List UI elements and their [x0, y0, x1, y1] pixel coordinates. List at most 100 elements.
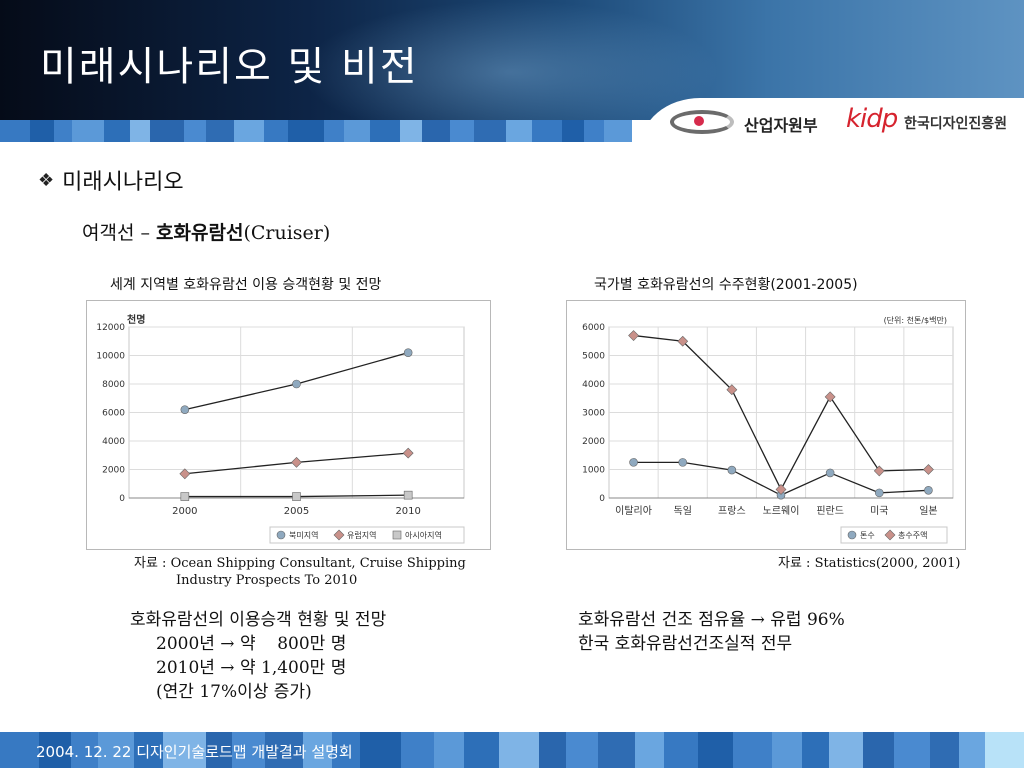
stripe-segment: [104, 120, 130, 142]
data-point: [678, 458, 688, 467]
legend-marker: [276, 530, 286, 540]
stripe-segment: [959, 732, 985, 768]
x-tick-label: 미국: [870, 505, 888, 517]
stripe-segment: [288, 120, 324, 142]
stripe-segment: [344, 120, 370, 142]
legend-label: 북미지역: [289, 530, 318, 540]
ministry-logo-text: 산업자원부: [744, 116, 818, 135]
stripe-segment: [150, 120, 184, 142]
stripe-segment: [894, 732, 930, 768]
data-point: [402, 447, 414, 459]
legend-label: 총수주액: [898, 530, 927, 540]
data-point: [180, 405, 190, 414]
subhead: 여객선 – 호화유람선(Cruiser): [82, 218, 330, 245]
y-tick-label: 10000: [96, 352, 125, 362]
stripe-segment: [0, 732, 40, 768]
stripe-segment: [772, 732, 802, 768]
legend-marker: [392, 530, 402, 540]
stripe-segment: [463, 732, 500, 768]
footer-bar: [0, 732, 1024, 768]
data-point: [924, 486, 933, 495]
stripe-segment: [231, 732, 266, 768]
legend-label: 톤수: [860, 531, 875, 540]
data-point: [874, 488, 884, 498]
data-point: [403, 490, 413, 500]
data-point: [403, 348, 413, 357]
stripe-segment: [584, 120, 604, 142]
stripe-segment: [984, 732, 1024, 768]
y-tick-label: 4000: [102, 437, 125, 447]
data-point: [726, 384, 738, 396]
stripe-segment: [332, 732, 360, 768]
left-chart-title: 세계 지역별 호화유람선 이용 승객현황 및 전망: [110, 277, 382, 293]
y-tick-label: 3000: [582, 409, 605, 419]
right-notes: 호화유람선 건조 점유율 → 유럽 96% 한국 호화유람선건조실적 전무: [578, 608, 845, 656]
chart-svg: 0 1000 2000 3000 4000 5000 6000 이탈리아 독일 프랑스 노르웨이 핀란…: [582, 315, 954, 544]
y-tick-label: 12000: [96, 323, 125, 333]
left-note-1: 호화유람선의 이용승객 현황 및 전망: [130, 610, 387, 630]
stripe-segment: [634, 732, 665, 768]
x-tick-label: 2010: [395, 506, 420, 517]
right-chart-title: 국가별 호화유람선의 수주현황(2001-2005): [594, 277, 858, 293]
data-point: [824, 391, 836, 403]
y-tick-label: 0: [119, 494, 125, 504]
footer-text: 2004. 12. 22 디자인기술로드맵 개발결과 설명회: [36, 743, 353, 761]
y-tick-label: 8000: [102, 380, 125, 390]
slide-title: 미래시나리오 및 비전: [40, 44, 419, 90]
stripe-segment: [264, 120, 288, 142]
data-point: [292, 379, 301, 389]
y-tick-label: 1000: [582, 466, 605, 476]
stripe-segment: [206, 120, 234, 142]
orders-chart: 0 1000 2000 3000 4000 5000 6000 이탈리아 독일 프랑스 노르웨이 핀란…: [566, 300, 966, 550]
y-tick-label: 6000: [102, 409, 125, 419]
data-point: [677, 335, 689, 347]
header-stripe: [0, 120, 1024, 142]
stripe-segment: [206, 732, 232, 768]
stripe-segment: [499, 732, 539, 768]
y-tick-label: 2000: [102, 466, 125, 476]
stripe-segment: [130, 120, 150, 142]
stripe-segment: [400, 120, 422, 142]
stripe-segment: [450, 120, 474, 142]
stripe-segment: [562, 120, 584, 142]
right-note-2: 한국 호화유람선건조실적 전무: [578, 634, 793, 654]
left-note-2: 2000년 → 약 800만 명: [156, 634, 347, 654]
kidp-logo: kidp: [846, 104, 898, 134]
data-point: [628, 330, 639, 341]
data-point: [727, 465, 737, 475]
right-note-1: 호화유람선 건조 점유율 → 유럽 96%: [578, 610, 845, 630]
stripe-segment: [664, 732, 698, 768]
diamond-bullet-icon: ❖: [38, 169, 55, 191]
x-tick-label: 일본: [919, 505, 937, 517]
subhead-prefix: 여객선 –: [82, 222, 157, 244]
stripe-segment: [0, 120, 30, 142]
y-tick-label: 6000: [582, 323, 605, 333]
y-tick-label: 4000: [582, 380, 605, 390]
stripe-segment: [733, 732, 773, 768]
legend-label: 유럽지역: [347, 530, 376, 540]
data-point: [825, 468, 835, 478]
stripe-segment: [697, 732, 734, 768]
data-point: [923, 464, 934, 475]
stripe-segment: [566, 732, 598, 768]
x-tick-label: 2000: [172, 506, 197, 517]
legend-marker: [884, 529, 896, 541]
chart-svg: 0 2000 4000 6000 8000 10000 12000 2000 2005 2010 천…: [96, 313, 465, 544]
x-tick-label: 노르웨이: [763, 505, 800, 517]
stripe-segment: [506, 120, 532, 142]
stripe-segment: [163, 732, 207, 768]
stripe-segment: [54, 120, 72, 142]
stripe-segment: [302, 732, 333, 768]
stripe-segment: [538, 732, 567, 768]
x-tick-label: 핀란드: [816, 505, 844, 517]
x-tick-label: 2005: [284, 506, 309, 517]
logo-panel: 산업자원부 kidp 한국디자인진흥원: [640, 98, 1024, 148]
stripe-segment: [324, 120, 344, 142]
stripe-segment: [400, 732, 435, 768]
stripe-segment: [265, 732, 303, 768]
stripe-segment: [70, 732, 99, 768]
left-note-3: 2010년 → 약 1,400만 명: [156, 658, 347, 678]
x-tick-label: 이탈리아: [615, 504, 652, 517]
unit-label: (단위: 천톤/$백만): [884, 315, 947, 325]
unit-label: 천명: [127, 313, 145, 326]
